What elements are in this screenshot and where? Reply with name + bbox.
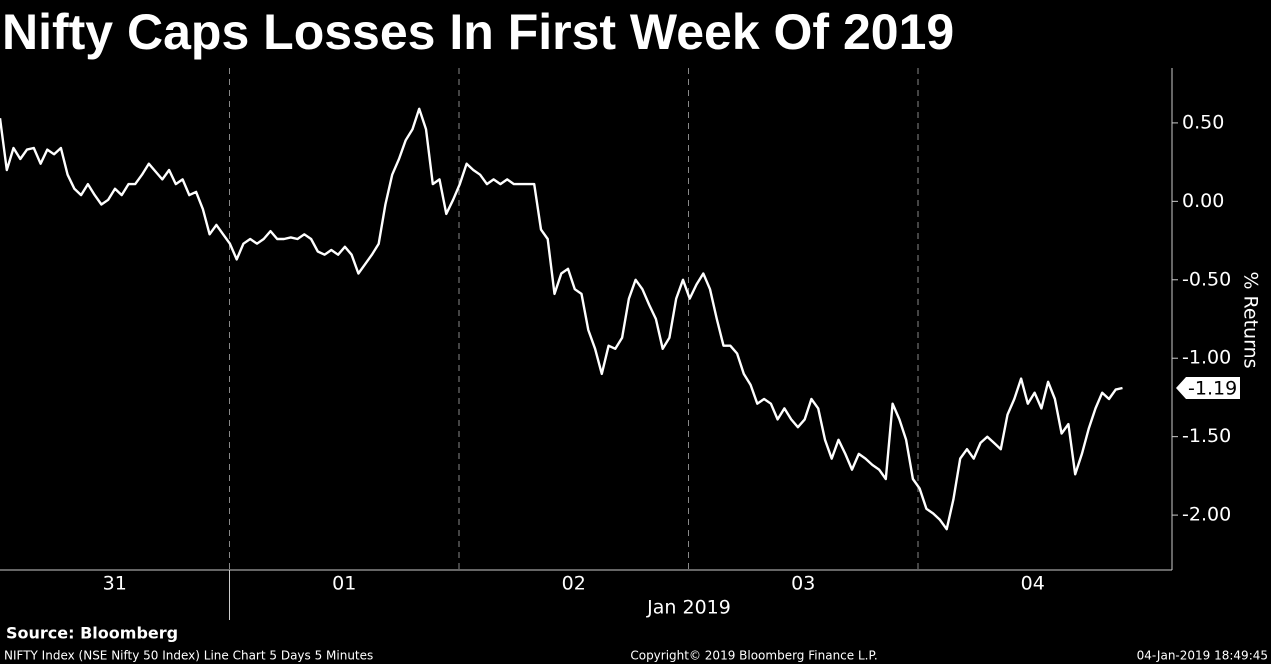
y-tick-label: -2.00 <box>1182 504 1231 526</box>
x-tick-label: 03 <box>791 573 815 595</box>
price-line <box>0 107 1123 531</box>
footer-left: NIFTY Index (NSE Nifty 50 Index) Line Ch… <box>4 649 373 663</box>
y-tick-label: -1.00 <box>1182 347 1231 369</box>
last-value-label: -1.19 <box>1188 378 1237 400</box>
y-tick-label: 0.00 <box>1182 190 1224 212</box>
y-tick-label: 0.50 <box>1182 111 1224 133</box>
y-axis-label: % Returns <box>1240 271 1262 368</box>
x-tick-label: 02 <box>562 573 586 595</box>
x-tick-label: 01 <box>332 573 356 595</box>
last-value-tag <box>1176 377 1240 400</box>
y-tick-label: -1.50 <box>1182 425 1231 447</box>
footer-center: Copyright© 2019 Bloomberg Finance L.P. <box>630 649 877 663</box>
x-tick-label: 31 <box>103 573 127 595</box>
footer-right: 04-Jan-2019 18:49:45 <box>1137 649 1268 663</box>
chart-title: Nifty Caps Losses In First Week Of 2019 <box>2 4 954 60</box>
x-tick-label: 04 <box>1021 573 1045 595</box>
x-axis-label: Jan 2019 <box>646 597 731 619</box>
y-tick-label: -0.50 <box>1182 268 1231 290</box>
source: Source: Bloomberg <box>6 624 178 643</box>
